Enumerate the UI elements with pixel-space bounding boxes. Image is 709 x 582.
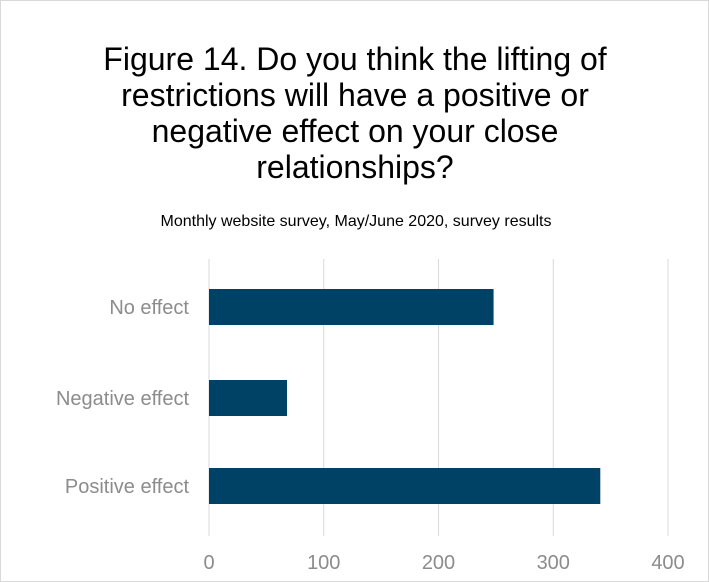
x-tick-label: 400 bbox=[651, 552, 684, 574]
category-label: No effect bbox=[109, 297, 189, 319]
chart-title: Figure 14. Do you think the lifting of r… bbox=[103, 41, 607, 185]
bar-no-effect bbox=[209, 289, 494, 325]
x-tick-label: 100 bbox=[307, 552, 340, 574]
category-label: Negative effect bbox=[56, 388, 189, 410]
x-tick-label: 0 bbox=[203, 552, 214, 574]
bar-negative-effect bbox=[209, 380, 288, 416]
x-tick-label: 300 bbox=[537, 552, 570, 574]
x-tick-label: 200 bbox=[422, 552, 455, 574]
chart-subtitle: Monthly website survey, May/June 2020, s… bbox=[160, 213, 552, 230]
bar-positive-effect bbox=[209, 468, 601, 504]
category-label: Positive effect bbox=[65, 476, 190, 498]
